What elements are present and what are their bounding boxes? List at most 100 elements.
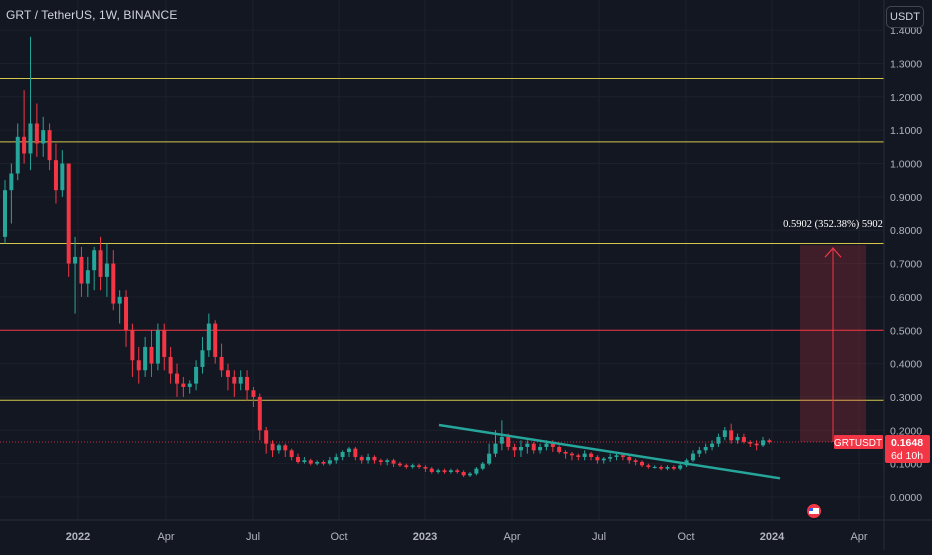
candle-body (104, 263, 109, 277)
candle-body (557, 446, 562, 452)
candle-body (315, 461, 320, 464)
x-tick-label: Apr (850, 531, 867, 543)
candle-body (206, 323, 211, 351)
x-tick-label: Jul (246, 531, 260, 543)
candle-body (308, 460, 313, 464)
candle-body (238, 376, 243, 384)
candle-body (690, 453, 695, 461)
symbol-tag (834, 435, 883, 450)
candle-body (181, 383, 186, 387)
candle-body (276, 445, 281, 451)
candle-body (601, 458, 606, 461)
candle-body (174, 373, 179, 384)
y-tick-label: 1.1000 (890, 125, 922, 137)
candle-body (442, 470, 447, 472)
candle-body (423, 466, 428, 469)
trendline[interactable] (438, 423, 781, 480)
candle-body (512, 446, 517, 451)
candle-body (53, 160, 58, 191)
candle-body (397, 463, 402, 466)
y-tick-label: 0.0000 (890, 492, 922, 504)
last-price-value: 0.1648 (891, 437, 923, 449)
candle-body (270, 443, 275, 451)
candle-body (213, 323, 218, 357)
x-tick-label: 2024 (760, 531, 785, 543)
y-tick-label: 0.8000 (890, 225, 922, 237)
candle-body (302, 460, 307, 462)
candle-body (722, 430, 727, 437)
candle-body (710, 443, 715, 447)
measure-tool[interactable]: 0.5902 (352.38%) 5902 (783, 219, 883, 443)
candle-body (582, 453, 587, 457)
candle-body (219, 356, 224, 371)
candle-body (493, 443, 498, 454)
candle-body (678, 465, 683, 469)
candle-body (385, 460, 390, 462)
last-price-tag (885, 435, 930, 464)
candle-body (149, 346, 154, 364)
candle-body (111, 263, 116, 304)
candle-body (474, 468, 479, 474)
candle-body (136, 360, 141, 371)
candle-body (245, 376, 250, 391)
candle-body (417, 465, 422, 467)
candle-body (576, 455, 581, 457)
candle-body (652, 466, 657, 468)
y-tick-label: 0.5000 (890, 325, 922, 337)
y-tick-label: 0.9000 (890, 192, 922, 204)
candle-body (436, 470, 441, 472)
candle-body (296, 456, 301, 462)
candle-body (741, 436, 746, 442)
candle-body (28, 123, 33, 154)
candle-body (499, 436, 504, 444)
candle-body (544, 443, 549, 447)
y-tick-label: 0.3000 (890, 392, 922, 404)
candle-body (9, 173, 14, 191)
bar-countdown: 6d 10h (891, 450, 923, 462)
measure-arrow-head (824, 247, 842, 258)
candle-body (754, 443, 759, 446)
candle-body (289, 450, 294, 457)
candle-body (487, 453, 492, 464)
trendline-layer[interactable] (438, 423, 781, 480)
flag-icon-canton (809, 508, 813, 511)
candle-body (225, 370, 230, 377)
y-tick-label: 1.0000 (890, 159, 922, 171)
candle-body (595, 456, 600, 461)
candle-body (232, 376, 237, 384)
candle-body (155, 330, 160, 364)
candle-body (47, 130, 52, 161)
candle-body (703, 446, 708, 451)
candle-body (66, 163, 71, 264)
candles-layer (3, 36, 772, 477)
candle-body (41, 130, 46, 144)
candle-body (525, 443, 530, 447)
candle-body (98, 250, 103, 277)
flag-icon-inner (809, 508, 819, 514)
x-tick-label: Oct (677, 531, 694, 543)
candle-body (748, 441, 753, 444)
candle-body (257, 396, 262, 431)
candle-body (671, 466, 676, 469)
candle-body (22, 136, 27, 154)
candle-body (187, 383, 192, 387)
candle-body (130, 330, 135, 361)
candle-body (480, 463, 485, 469)
y-tick-label: 0.2000 (890, 425, 922, 437)
candle-body (665, 466, 670, 469)
candle-body (608, 456, 613, 459)
candle-body (194, 366, 199, 384)
symbol-title: GRT / TetherUS, 1W, BINANCE (6, 8, 178, 22)
y-tick-label: 0.7000 (890, 259, 922, 271)
candle-body (468, 473, 473, 476)
candle-body (518, 446, 523, 451)
x-tick-label: Apr (157, 531, 174, 543)
horizontal-levels[interactable] (0, 77, 884, 443)
candle-body (327, 460, 332, 464)
candle-body (346, 448, 351, 452)
currency-button[interactable]: USDT (886, 6, 924, 28)
y-tick-label: 1.4000 (890, 25, 922, 37)
